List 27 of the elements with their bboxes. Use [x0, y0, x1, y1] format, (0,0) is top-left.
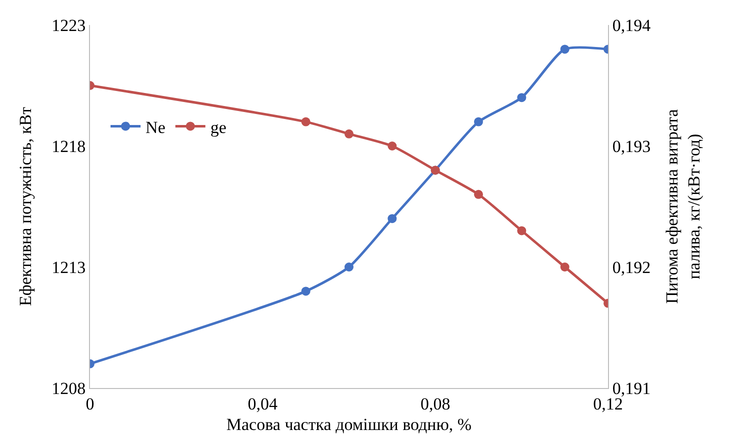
point	[474, 117, 483, 126]
legend-label: ge	[210, 118, 226, 137]
point	[560, 262, 570, 272]
y2-tick-label: 0,192	[612, 258, 651, 277]
x-tick-label: 0	[86, 394, 94, 414]
legend-label: Ne	[146, 118, 166, 137]
point	[388, 214, 397, 224]
y-tick-label: 1218	[52, 136, 86, 156]
y-tick-label: 1208	[52, 378, 86, 398]
y-tick-label: 1213	[52, 258, 86, 277]
point	[517, 226, 526, 236]
point	[388, 142, 397, 150]
point	[301, 286, 310, 296]
point	[344, 129, 354, 138]
x-tick-label: 0,08	[420, 394, 450, 414]
y2-tick-label: 0,193	[612, 136, 651, 156]
point	[560, 44, 570, 54]
point	[517, 93, 526, 102]
x-axis-title: Масова частка домішки водню, %	[226, 414, 472, 434]
y2-axis-title: Питома ефективна витрата палива, кг/(кВт·год)	[662, 108, 704, 304]
point	[474, 190, 483, 199]
y2-tick-label: 0,194	[612, 16, 652, 35]
point	[344, 262, 354, 272]
x-tick-label: 0,04	[248, 394, 278, 414]
y-axis-title: Ефективна потужність, кВт	[16, 106, 36, 306]
y-tick-label: 1223	[52, 16, 86, 35]
point	[301, 117, 310, 126]
